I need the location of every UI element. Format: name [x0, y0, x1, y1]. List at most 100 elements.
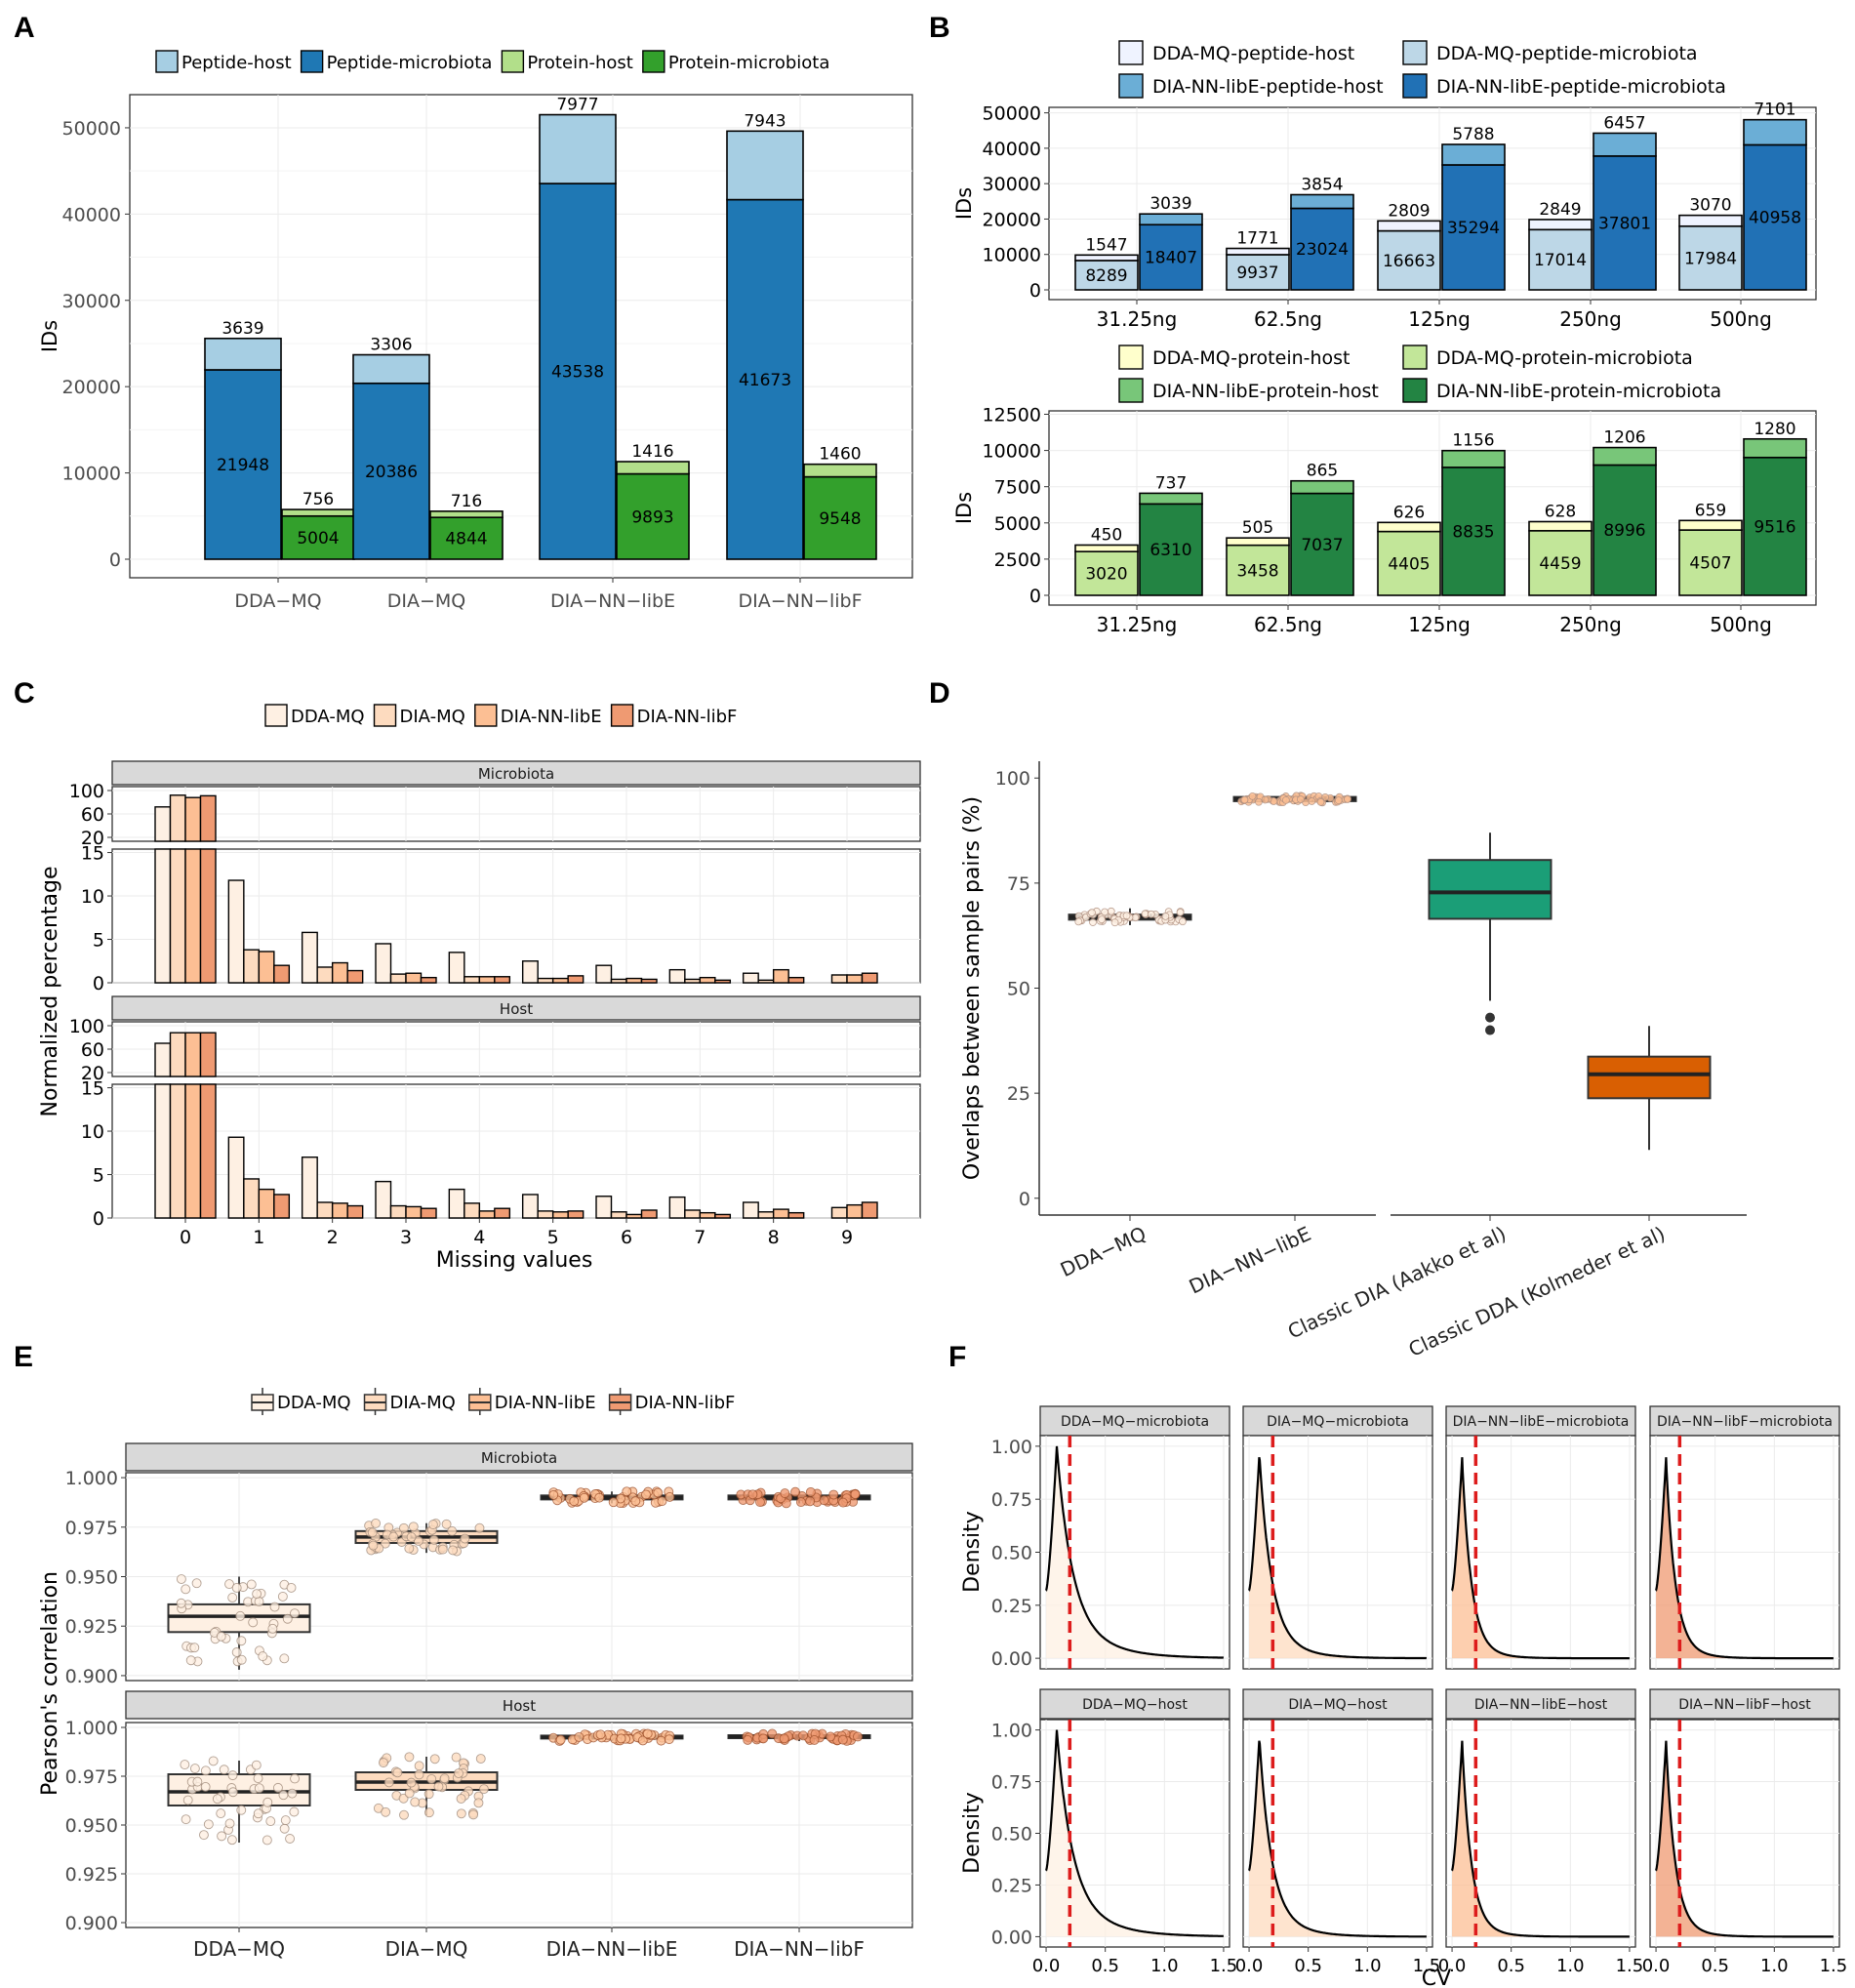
panel-a: Peptide-host Peptide-microbiota Protein-ho… [38, 50, 913, 612]
point-e [176, 1574, 186, 1584]
density-area [1656, 1740, 1834, 1937]
point-e [181, 1814, 191, 1825]
strip-e [125, 1690, 913, 1720]
point-e [451, 1752, 462, 1763]
point-e [236, 1805, 247, 1815]
data-label-dda-host: 626 [1393, 503, 1425, 522]
strip-label-c: Microbiota [478, 765, 554, 783]
y-tick-label-c: 100 [69, 1016, 104, 1037]
point-e [404, 1543, 415, 1554]
point-e [853, 1731, 863, 1742]
point-e [227, 1592, 238, 1603]
bar-dia-nn-libf [861, 1201, 878, 1219]
point-e [236, 1654, 247, 1665]
panel-letter-d: D [929, 677, 950, 710]
data-label-peptide-microbiota: 21948 [217, 456, 269, 475]
x-tick-label-b: 250ng [1559, 613, 1622, 636]
x-tick-label-f: 1.0 [1760, 1956, 1789, 1976]
data-label-dia-host: 5788 [1452, 125, 1494, 144]
y-tick-label-d: 25 [1007, 1083, 1030, 1105]
bar-dia-nn-libe [846, 974, 864, 984]
y-tick-label-f: 0.50 [991, 1824, 1032, 1846]
bar-dda-host [1226, 247, 1290, 256]
point-e [460, 1533, 470, 1544]
point-e [262, 1797, 273, 1807]
density-area [1249, 1457, 1427, 1659]
x-tick-label-b: 125ng [1408, 613, 1471, 636]
point-e [795, 1497, 806, 1508]
data-label-peptide-host: 3639 [222, 319, 263, 339]
point-e [664, 1734, 674, 1745]
x-tick-label-d: DIA−NN−libE [1186, 1222, 1314, 1299]
legend-b-key-peptide-0 [1118, 40, 1144, 65]
bar-dda-host [1528, 219, 1593, 231]
bar-dia-nn-libe [846, 1203, 864, 1219]
bar-dda-host [1678, 214, 1743, 227]
point-e [608, 1497, 619, 1508]
bar-dia-mq [757, 1211, 775, 1219]
bar-dda-microbiota [1377, 229, 1441, 291]
point-d [1308, 797, 1316, 805]
bar-protein-host [616, 461, 690, 475]
point-e [180, 1760, 190, 1770]
point-e [569, 1496, 580, 1507]
point-e [189, 1643, 200, 1653]
point-e [456, 1794, 466, 1804]
bar-dia-nn-libf [494, 976, 511, 984]
data-label-protein-microbiota: 4844 [445, 530, 487, 549]
legend-b-key-peptide-3 [1402, 73, 1428, 99]
strip-label-e: Microbiota [481, 1449, 557, 1467]
x-tick-label-c: 3 [400, 1227, 412, 1248]
bar-dda-mq [668, 968, 686, 984]
y-tick-label-f: 0.50 [991, 1543, 1032, 1564]
point-d [1107, 907, 1115, 915]
density-area [1452, 1740, 1630, 1937]
point-e [404, 1788, 415, 1799]
bar-dda-mq [742, 972, 759, 984]
bar-dia-microbiota [1139, 503, 1203, 596]
data-label-dia-host: 7101 [1754, 101, 1795, 120]
legend-b-key-peptide-2 [1118, 73, 1144, 99]
y-tick-label-f: 0.25 [991, 1875, 1032, 1896]
legend-b-label-protein-0: DDA-MQ-protein-host [1152, 347, 1351, 369]
point-e [285, 1834, 296, 1844]
point-e [665, 1491, 675, 1502]
data-label-dda-microbiota: 3020 [1085, 565, 1127, 585]
legend-a-label-3: Protein-microbiota [668, 53, 830, 73]
bar-peptide-host [726, 130, 804, 201]
point-d [1176, 909, 1185, 916]
point-e [429, 1754, 440, 1765]
bar-dia-mq [830, 974, 848, 984]
legend-b-key-protein-0 [1118, 345, 1144, 370]
point-d [1122, 912, 1131, 920]
point-e [468, 1809, 479, 1820]
x-tick-label-f: 0.0 [1438, 1956, 1467, 1976]
bar-dia-nn-libe [258, 951, 275, 984]
point-e [272, 1782, 283, 1793]
bar-protein-microbiota [616, 472, 690, 560]
point-e [277, 1591, 288, 1602]
point-e [406, 1532, 417, 1542]
data-label-dda-microbiota: 16663 [1383, 252, 1435, 271]
point-e [286, 1582, 297, 1593]
point-e [427, 1520, 438, 1530]
data-label-dda-host: 2809 [1388, 201, 1430, 221]
legend-c-label-1: DIA-MQ [400, 707, 465, 727]
bar-dda-mq [375, 943, 392, 984]
point-e [176, 1598, 186, 1608]
bar-dia-mq [610, 978, 627, 984]
data-label-dia-microbiota: 23024 [1296, 240, 1349, 260]
x-tick-label-e: DDA−MQ [193, 1937, 285, 1961]
bar-dia-host [1139, 213, 1203, 226]
data-label-dia-microbiota: 37801 [1598, 214, 1651, 233]
legend-b-label-protein-2: DIA-NN-libE-protein-host [1152, 381, 1379, 402]
bar-dda-host [1377, 220, 1441, 232]
x-tick-label-c: 6 [621, 1227, 632, 1248]
bar-dia-host [1441, 143, 1506, 166]
x-axis-label-f: CV [1422, 1967, 1451, 1988]
bar-dia-nn-libe [478, 1210, 496, 1219]
x-tick-label-b: 62.5ng [1254, 307, 1322, 331]
y-axis-label-f-top: Density [960, 1511, 985, 1593]
bar-upper-dia-nn-libe [184, 796, 202, 842]
data-label-dia-host: 3854 [1301, 176, 1343, 195]
